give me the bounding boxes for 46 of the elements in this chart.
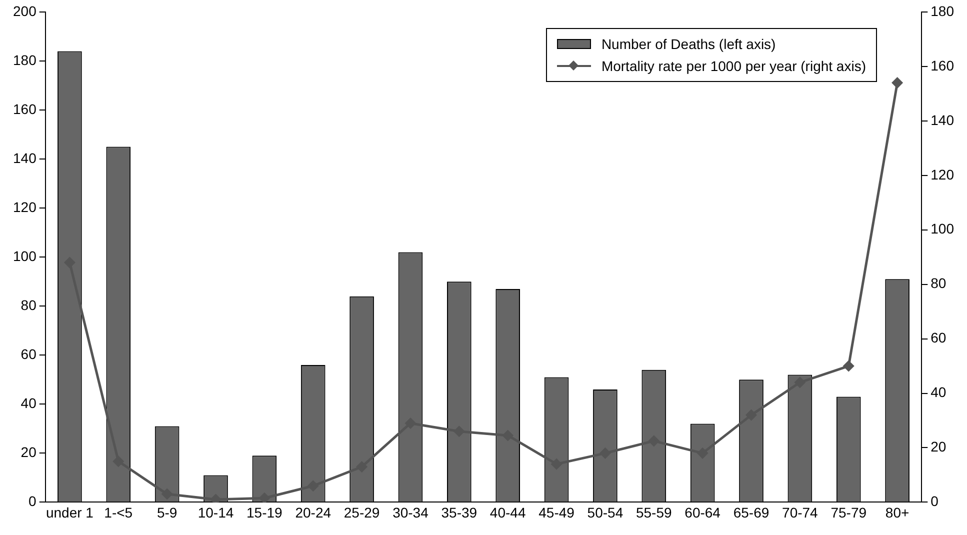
y2-tick-label: 20 — [930, 438, 946, 455]
x-tick-label: 15-19 — [246, 504, 283, 520]
y-tick-label: 80 — [20, 296, 37, 313]
x-tick-label: 1-<5 — [104, 504, 133, 520]
x-tick-label: 70-74 — [782, 504, 818, 520]
x-tick-label: 60-64 — [684, 504, 721, 520]
y-tick-label: 20 — [20, 444, 37, 460]
x-tick-label: 40-44 — [490, 504, 526, 520]
point — [210, 494, 221, 502]
y2-tick-label: 40 — [930, 384, 946, 400]
y-tick-label: 180 — [13, 52, 37, 68]
y-tick-label: 120 — [13, 198, 37, 215]
x-tick-label: 20-24 — [295, 504, 332, 520]
y-tick-label: 40 — [20, 395, 37, 412]
y-tick-label: 0 — [28, 493, 37, 510]
y2-tick-label: 80 — [930, 275, 946, 292]
x-tick-label: 45-49 — [538, 504, 575, 520]
legend-label: Number of Deaths (left axis) — [601, 36, 776, 52]
y-tick-label: 60 — [20, 346, 37, 362]
x-tick-label: under 1 — [46, 504, 94, 520]
y2-tick-label: 160 — [930, 57, 954, 74]
x-tick-label: 35-39 — [441, 504, 478, 520]
x-tick-label: 65-69 — [733, 504, 770, 520]
y2-tick-label: 120 — [930, 166, 954, 182]
y2-tick-label: 0 — [930, 493, 939, 510]
x-tick-label: 5-9 — [156, 504, 178, 520]
y2-tick-label: 60 — [930, 330, 946, 346]
x-tick-label: 50-54 — [587, 504, 624, 520]
y-tick-label: 200 — [13, 2, 37, 19]
x-tick-label: 25-29 — [344, 504, 380, 520]
legend-label: Mortality rate per 1000 per year (right axis) — [601, 58, 866, 74]
y-tick-label: 140 — [13, 150, 37, 166]
point — [794, 377, 806, 388]
y-tick-label: 160 — [13, 100, 37, 117]
x-tick-label: 30-34 — [392, 504, 429, 520]
x-tick-label: 10-14 — [198, 504, 234, 520]
point — [843, 360, 854, 372]
y-tick-label: 100 — [13, 248, 37, 264]
x-tick-label: 55-59 — [636, 504, 672, 520]
point — [892, 78, 903, 88]
y2-tick-label: 100 — [930, 220, 954, 237]
y2-tick-label: 140 — [930, 112, 954, 128]
y2-tick-label: 180 — [930, 2, 954, 19]
x-tick-label: 75-79 — [830, 504, 867, 520]
x-tick-label: 80+ — [885, 504, 910, 520]
point — [259, 492, 270, 502]
